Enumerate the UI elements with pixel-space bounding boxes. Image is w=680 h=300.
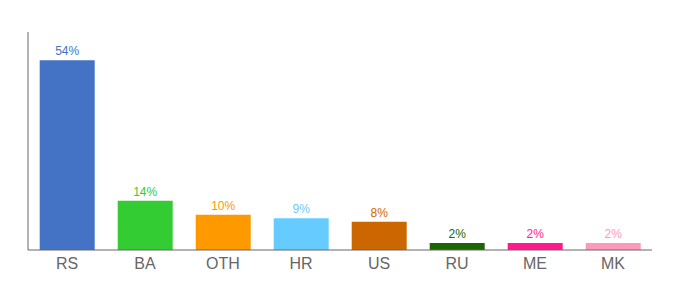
svg-text:OTH: OTH	[206, 255, 240, 272]
svg-text:8%: 8%	[371, 206, 389, 220]
svg-text:2%: 2%	[527, 227, 545, 241]
svg-text:2%: 2%	[605, 227, 623, 241]
svg-text:2%: 2%	[449, 227, 467, 241]
svg-text:HR: HR	[289, 255, 312, 272]
svg-text:MK: MK	[601, 255, 625, 272]
svg-text:9%: 9%	[293, 202, 311, 216]
svg-text:ME: ME	[523, 255, 547, 272]
svg-text:BA: BA	[134, 255, 156, 272]
svg-text:RU: RU	[445, 255, 468, 272]
svg-text:54%: 54%	[55, 44, 79, 58]
svg-text:10%: 10%	[211, 199, 235, 213]
svg-text:RS: RS	[56, 255, 78, 272]
svg-text:US: US	[368, 255, 390, 272]
svg-text:14%: 14%	[133, 185, 157, 199]
